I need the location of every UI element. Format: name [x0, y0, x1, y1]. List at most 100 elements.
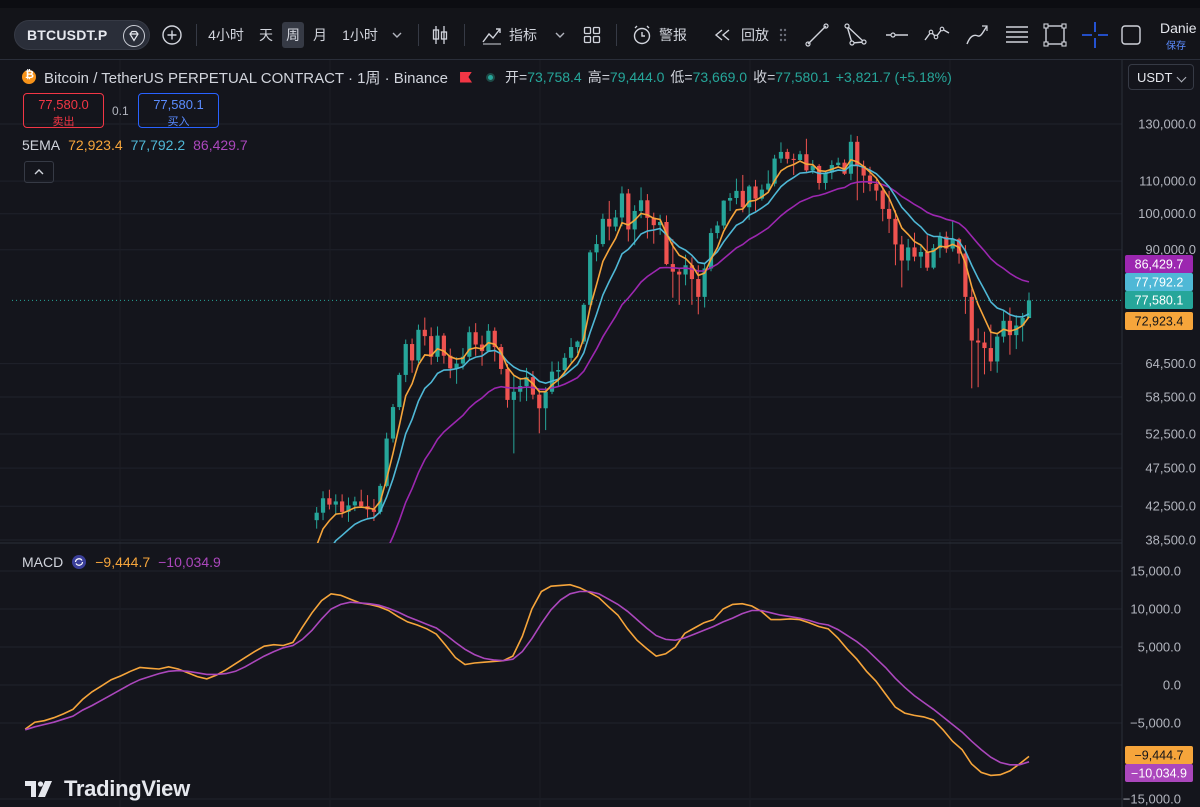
price-badge	[1125, 273, 1193, 291]
add-symbol-icon[interactable]	[158, 22, 186, 48]
candle-body	[740, 190, 745, 208]
macd-badge-label: −9,444.7	[1134, 749, 1183, 763]
buy-button[interactable]: 77,580.1 买入	[138, 93, 219, 128]
candle-body	[568, 347, 574, 358]
candle-body	[511, 391, 516, 400]
ema-legend[interactable]: 5EMA 72,923.4 77,792.2 86,429.7	[22, 137, 248, 153]
candle-body	[530, 377, 536, 395]
macd-line	[24, 583, 1030, 777]
ema-slow-value: 86,429.7	[193, 137, 248, 153]
text-lines-icon[interactable]	[1002, 22, 1032, 48]
close-value: 收=77,580.1	[753, 69, 830, 85]
path-pattern-icon[interactable]	[922, 22, 952, 48]
tradingview-logo[interactable]: TradingView	[24, 776, 190, 802]
macd-tick-label: 15,000.0	[1130, 564, 1181, 579]
signal-line	[24, 590, 1030, 766]
candle-body	[651, 217, 656, 226]
chart-grid	[0, 60, 1122, 807]
candle-body	[893, 218, 898, 245]
save-label[interactable]: 保存	[1166, 41, 1186, 52]
refresh-icon[interactable]	[71, 554, 87, 570]
chart-title[interactable]: Bitcoin / TetherUS PERPETUAL CONTRACT · …	[44, 69, 449, 87]
candle-body	[689, 265, 695, 280]
drag-handle-icon[interactable]	[776, 22, 790, 48]
candle-body	[963, 253, 968, 297]
interval-1d[interactable]: 天	[259, 27, 273, 43]
price-tick-label: 130,000.0	[1138, 117, 1196, 132]
chevron-up-icon	[34, 169, 44, 175]
sell-button[interactable]: 77,580.0 卖出	[23, 93, 104, 128]
candle-body	[982, 342, 987, 349]
interval-4h[interactable]: 4小时	[208, 27, 244, 43]
indicators-dropdown-icon[interactable]	[552, 22, 568, 48]
symbol-search-button[interactable]: BTCUSDT.P	[14, 20, 150, 50]
candle-body	[537, 394, 542, 409]
candle-type-icon[interactable]	[428, 22, 452, 48]
candle-body	[956, 239, 962, 254]
ema-mid-line	[333, 164, 1030, 543]
buy-price: 77,580.1	[153, 97, 204, 112]
candle-body	[817, 165, 822, 183]
candle-body	[346, 505, 351, 512]
layout-grid-icon[interactable]	[580, 22, 604, 48]
candle-body	[403, 344, 408, 375]
sell-label: 卖出	[52, 116, 75, 128]
toolbar-divider	[616, 24, 617, 46]
diamond-icon[interactable]	[123, 25, 145, 47]
bitcoin-icon	[22, 69, 36, 84]
currency-select[interactable]: USDT	[1128, 64, 1194, 90]
interval-dropdown-icon[interactable]	[388, 22, 406, 48]
flag-icon[interactable]	[460, 71, 473, 83]
candle-body	[886, 208, 892, 219]
high-value: 高=79,444.0	[587, 69, 665, 85]
tradingview-icon	[25, 781, 52, 797]
interval-1m[interactable]: 月	[313, 27, 327, 43]
candle-body	[855, 141, 860, 166]
candle-body	[772, 158, 777, 184]
user-account[interactable]: Danie 保存	[1156, 20, 1200, 52]
interval-1w[interactable]: 周	[282, 22, 304, 48]
macd-badge	[1125, 764, 1193, 782]
candle-body	[1014, 325, 1019, 336]
window-toggle-icon[interactable]	[1118, 22, 1144, 48]
rewind-icon	[714, 29, 730, 41]
candle-body	[734, 190, 739, 198]
candle-body	[925, 251, 930, 268]
candle-body	[976, 340, 981, 343]
macd-tick-label: −5,000.0	[1130, 716, 1181, 731]
candle-body	[429, 336, 434, 357]
trend-line-icon[interactable]	[802, 22, 832, 48]
price-badge-label: 77,792.2	[1135, 276, 1184, 290]
alert-button[interactable]: 警报	[628, 22, 690, 48]
triangle-pattern-icon[interactable]	[840, 22, 870, 48]
price-axis[interactable]: 130,000.0 110,000.0 100,000.0 90,000.0 64,50…	[1123, 117, 1196, 807]
candle-body	[454, 363, 459, 369]
price-badge	[1125, 255, 1193, 273]
market-status-icon	[486, 72, 496, 82]
candle-body	[969, 296, 974, 341]
crosshair-icon[interactable]	[1080, 22, 1110, 48]
price-tick-label: 110,000.0	[1139, 174, 1196, 189]
spread-value: 0.1	[112, 104, 129, 118]
indicators-button[interactable]: 指标	[478, 22, 540, 48]
price-tick-label: 58,500.0	[1145, 389, 1196, 404]
candle-body	[320, 498, 326, 513]
price-badge-label: 86,429.7	[1135, 258, 1184, 272]
brush-icon[interactable]	[962, 22, 992, 48]
candle-body	[708, 233, 714, 269]
macd-legend[interactable]: MACD −9,444.7 −10,034.9	[22, 554, 221, 570]
collapse-legend-button[interactable]	[24, 161, 54, 183]
indicators-label: 指标	[509, 27, 537, 43]
candle-body	[340, 501, 345, 512]
replay-button[interactable]: 回放	[710, 22, 772, 48]
candle-body	[810, 165, 815, 171]
interval-1h[interactable]: 1小时	[342, 27, 378, 43]
rectangle-tool-icon[interactable]	[1040, 22, 1070, 48]
user-name: Danie	[1160, 20, 1197, 36]
replay-label: 回放	[741, 27, 769, 43]
horizontal-line-icon[interactable]	[882, 22, 912, 48]
candle-body	[759, 189, 764, 199]
candle-body	[918, 251, 923, 257]
candle-body	[715, 225, 720, 234]
